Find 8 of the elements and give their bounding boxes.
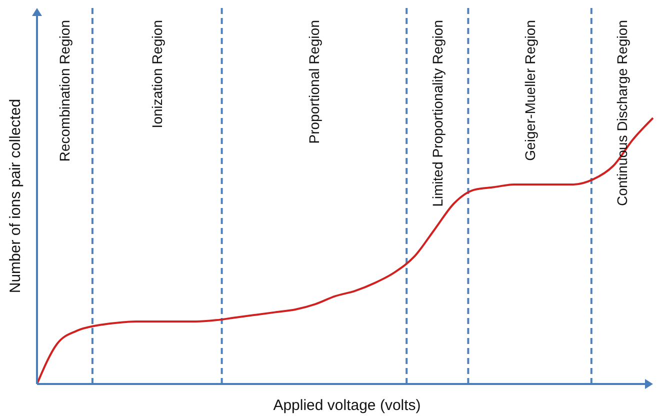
annotation: Ionization Region: [149, 20, 166, 128]
annotation: Limited Proportionality Region: [429, 20, 446, 207]
y-axis-title: Number of ions pair collected: [7, 98, 24, 294]
annotation: Continuous Discharge Region: [614, 20, 630, 206]
annotation: Recombination Region: [56, 20, 73, 162]
annotation: Proportional Region: [306, 20, 322, 144]
x-axis-title: Applied voltage (volts): [273, 397, 421, 414]
annotation: Geiger-Mueller Region: [522, 20, 538, 161]
